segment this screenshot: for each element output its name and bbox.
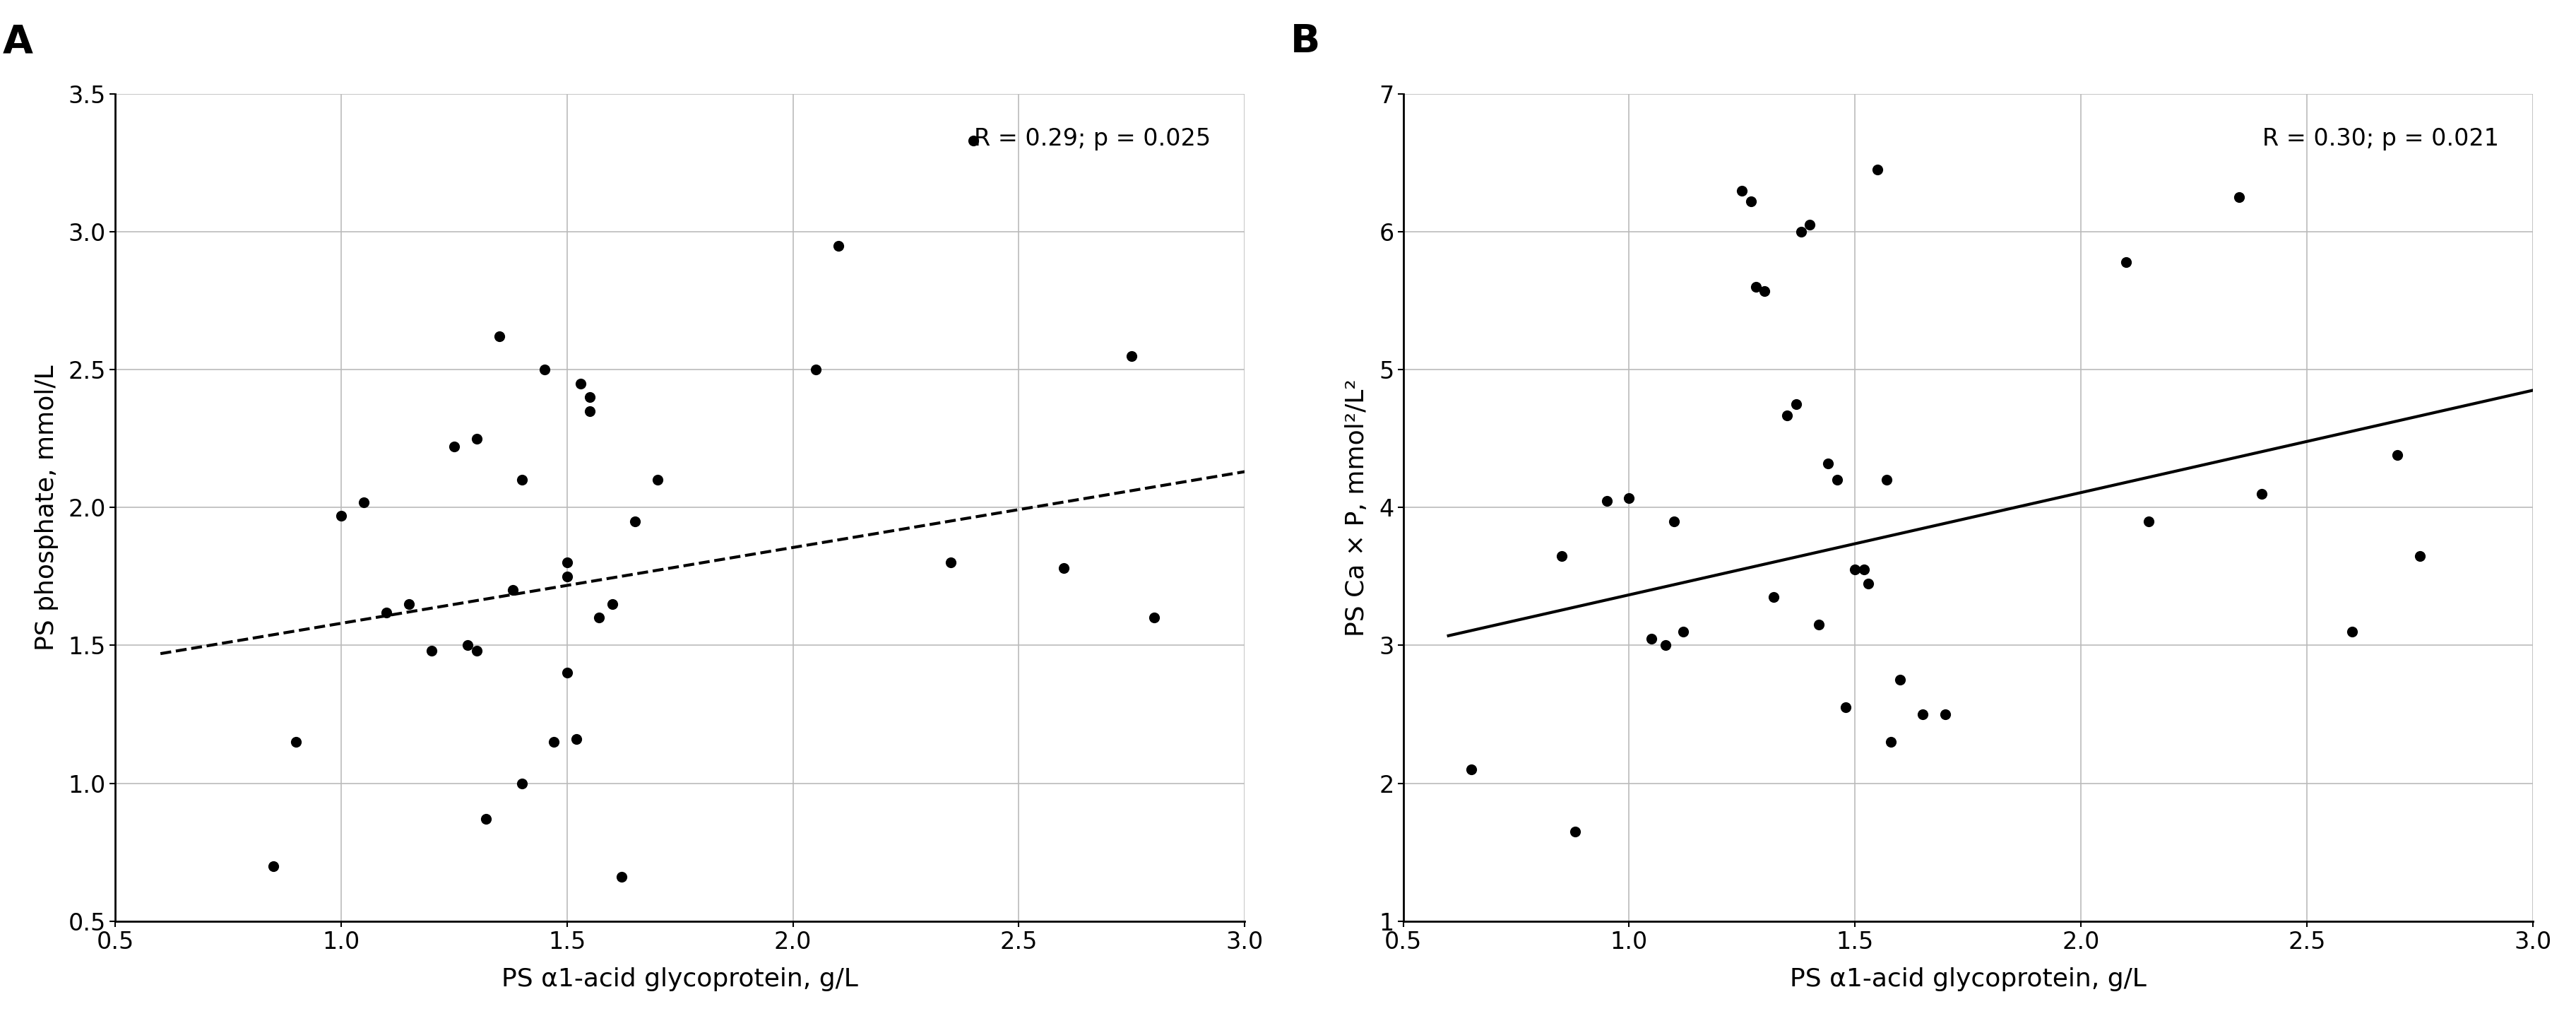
Point (930, 555, 971, 571)
Point (546, 555, 587, 571)
Point (1775, 396, 1816, 412)
Point (456, 431, 497, 447)
Point (1736, 278, 1777, 295)
Point (1870, 734, 1911, 750)
Point (412, 643, 453, 659)
Point (1043, 560, 1084, 576)
Point (1607, 490, 1649, 506)
Point (1631, 630, 1672, 646)
Point (2331, 624, 2372, 640)
Point (2105, 254, 2146, 270)
X-axis label: PS α1-acid glycoprotein, g/L: PS α1-acid glycoprotein, g/L (502, 967, 858, 992)
Text: B: B (1291, 22, 1319, 61)
Point (1808, 455, 1850, 471)
Text: R = 0.29; p = 0.025: R = 0.29; p = 0.025 (974, 127, 1211, 150)
Point (636, 471, 677, 488)
Point (1110, 347, 1151, 364)
Point (1865, 471, 1906, 488)
Point (1553, 823, 1595, 839)
Point (796, 362, 837, 378)
Point (559, 375, 600, 391)
Point (502, 775, 544, 791)
Point (1754, 589, 1795, 606)
Point (1880, 672, 1922, 688)
Point (492, 582, 533, 598)
Point (1847, 575, 1888, 591)
Point (1643, 637, 1685, 653)
Point (1901, 706, 1942, 722)
Point (1450, 761, 1492, 777)
Point (1826, 699, 1868, 715)
Point (2241, 486, 2282, 502)
Point (569, 389, 611, 405)
Point (600, 869, 641, 885)
Point (1857, 162, 1899, 178)
Point (1924, 706, 1965, 722)
Point (1844, 562, 1886, 578)
Point (1540, 548, 1582, 564)
Point (1790, 216, 1832, 233)
Point (577, 610, 618, 626)
Point (502, 471, 544, 488)
Point (569, 403, 611, 420)
Point (456, 643, 497, 659)
Point (1731, 193, 1772, 209)
Point (523, 362, 564, 378)
Point (2378, 447, 2419, 463)
Point (1133, 610, 1175, 626)
Point (953, 133, 994, 149)
Text: R = 0.30; p = 0.021: R = 0.30; p = 0.021 (2262, 127, 2499, 150)
Point (546, 568, 587, 584)
Point (1654, 513, 1695, 529)
Point (1834, 562, 1875, 578)
Point (1816, 471, 1857, 488)
Point (343, 494, 384, 510)
Point (319, 508, 361, 524)
Point (2218, 189, 2259, 205)
Point (1798, 617, 1839, 633)
Point (2128, 513, 2169, 529)
Point (433, 439, 474, 455)
Point (817, 238, 858, 254)
Point (479, 328, 520, 344)
Point (556, 731, 598, 747)
Point (448, 637, 489, 653)
Point (533, 734, 574, 750)
Point (389, 596, 430, 613)
Point (613, 513, 654, 529)
Point (366, 605, 407, 621)
Point (2398, 548, 2439, 564)
Point (1587, 493, 1628, 509)
Point (1662, 624, 1703, 640)
X-axis label: PS α1-acid glycoprotein, g/L: PS α1-acid glycoprotein, g/L (1790, 967, 2146, 992)
Point (252, 858, 294, 874)
Y-axis label: PS Ca × P, mmol²/L²: PS Ca × P, mmol²/L² (1345, 379, 1368, 636)
Text: A: A (3, 22, 33, 61)
Point (546, 664, 587, 681)
Y-axis label: PS phosphate, mmol/L: PS phosphate, mmol/L (33, 365, 59, 650)
Point (466, 811, 507, 827)
Point (1744, 283, 1785, 300)
Point (276, 734, 317, 750)
Point (592, 596, 634, 613)
Point (1780, 224, 1821, 240)
Point (1721, 182, 1762, 198)
Point (1767, 407, 1808, 424)
